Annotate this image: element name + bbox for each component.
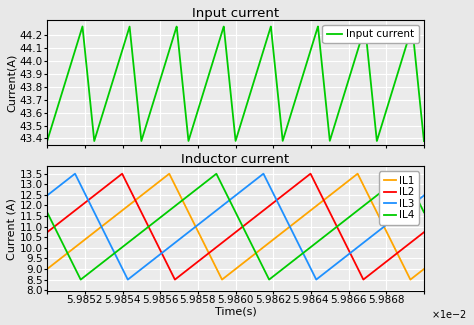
IL2 — [203, 254, 209, 258]
IL2 — [172, 278, 178, 281]
IL4 — [203, 180, 209, 184]
Line: IL4: IL4 — [47, 174, 424, 280]
IL3 — [421, 193, 427, 197]
Input current — [206, 74, 211, 78]
Line: IL2: IL2 — [47, 174, 424, 280]
IL4 — [391, 180, 397, 184]
IL3 — [391, 217, 397, 221]
IL4 — [223, 192, 229, 196]
IL2 — [44, 230, 50, 234]
Line: IL1: IL1 — [47, 174, 424, 280]
IL4 — [78, 278, 83, 281]
IL2 — [308, 172, 313, 176]
Input current — [421, 139, 427, 143]
IL3 — [125, 278, 131, 281]
IL1 — [391, 244, 397, 248]
IL3 — [224, 201, 229, 204]
X-axis label: Time(s): Time(s) — [215, 307, 256, 317]
Input current — [410, 24, 415, 28]
Legend: Input current: Input current — [322, 25, 419, 44]
IL1 — [408, 278, 413, 281]
IL1 — [318, 201, 324, 204]
IL1 — [202, 244, 208, 248]
IL3 — [72, 172, 78, 176]
IL2 — [318, 193, 324, 197]
IL1 — [410, 276, 415, 280]
IL2 — [421, 230, 427, 234]
IL1 — [355, 172, 360, 176]
IL3 — [44, 193, 50, 197]
IL1 — [223, 274, 229, 278]
IL4 — [402, 172, 408, 176]
IL4 — [318, 237, 324, 241]
IL1 — [44, 267, 50, 271]
Input current — [391, 85, 396, 89]
IL2 — [410, 239, 415, 243]
IL2 — [391, 254, 397, 258]
IL2 — [206, 251, 211, 255]
IL4 — [206, 178, 211, 182]
IL2 — [223, 238, 229, 241]
Text: $\times\mathregular{1e{-2}}$: $\times\mathregular{1e{-2}}$ — [431, 307, 467, 319]
IL3 — [318, 274, 324, 278]
IL3 — [410, 202, 415, 206]
Title: Inductor current: Inductor current — [182, 153, 290, 166]
Input current — [318, 53, 324, 57]
IL1 — [421, 267, 427, 271]
Title: Input current: Input current — [192, 7, 279, 20]
Line: Input current: Input current — [47, 26, 424, 141]
Y-axis label: Current (A): Current (A) — [7, 198, 17, 260]
Input current — [202, 84, 208, 88]
Input current — [410, 27, 415, 31]
IL4 — [410, 188, 415, 191]
Input current — [44, 139, 50, 143]
IL4 — [44, 210, 50, 214]
IL3 — [206, 214, 211, 218]
IL3 — [203, 217, 209, 221]
IL1 — [206, 251, 211, 254]
Line: IL3: IL3 — [47, 174, 424, 280]
IL4 — [421, 210, 427, 214]
Input current — [223, 48, 229, 52]
Legend: IL1, IL2, IL3, IL4: IL1, IL2, IL3, IL4 — [379, 172, 419, 225]
Y-axis label: Current(A): Current(A) — [7, 53, 17, 111]
